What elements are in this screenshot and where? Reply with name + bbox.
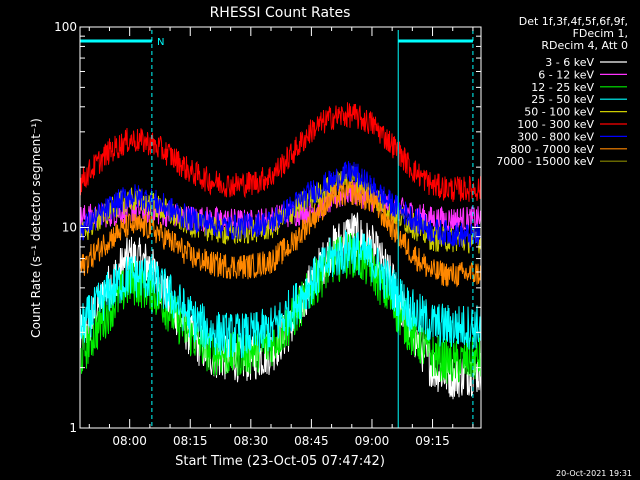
axis-ticks: 08:00 08:15 08:30 08:45 09:00 09:15 1 10 100 bbox=[54, 20, 481, 448]
legend-label: 50 - 100 keV bbox=[524, 106, 594, 119]
x-tick-label: 09:00 bbox=[355, 434, 390, 448]
x-tick-label: 08:00 bbox=[112, 434, 147, 448]
series-line bbox=[79, 233, 482, 384]
legend-label: 25 - 50 keV bbox=[531, 93, 594, 106]
x-tick-label: 09:15 bbox=[415, 434, 450, 448]
chart-title: RHESSI Count Rates bbox=[210, 5, 351, 21]
x-axis-label: Start Time (23-Oct-05 07:47:42) bbox=[175, 454, 385, 469]
legend-label: 12 - 25 keV bbox=[531, 81, 594, 94]
x-tick-label: 08:30 bbox=[234, 434, 269, 448]
x-tick-label: 08:45 bbox=[294, 434, 329, 448]
legend-header-line: FDecim 1, bbox=[573, 27, 628, 40]
series-line bbox=[79, 230, 482, 359]
y-tick-label: 10 bbox=[62, 221, 77, 235]
plot-area bbox=[79, 30, 482, 428]
legend-label: 3 - 6 keV bbox=[545, 56, 594, 69]
legend-label: 6 - 12 keV bbox=[538, 68, 594, 81]
night-marker-label: N bbox=[157, 37, 164, 48]
legend-label: 800 - 7000 keV bbox=[510, 143, 594, 156]
y-axis-label: Count Rate (s⁻¹ detector segment⁻¹) bbox=[29, 118, 43, 338]
x-tick-label: 08:15 bbox=[173, 434, 208, 448]
legend-label: 100 - 300 keV bbox=[517, 118, 594, 131]
series-line bbox=[79, 161, 482, 249]
footer-timestamp: 20-Oct-2021 19:31 bbox=[556, 469, 632, 478]
series-line bbox=[79, 180, 482, 288]
series-line bbox=[79, 102, 482, 202]
y-tick-label: 1 bbox=[69, 421, 77, 435]
legend: Det 1f,3f,4f,5f,6f,9f, FDecim 1, RDecim … bbox=[496, 15, 628, 168]
legend-label: 7000 - 15000 keV bbox=[496, 155, 594, 168]
y-tick-label: 100 bbox=[54, 20, 77, 34]
legend-header-line: Det 1f,3f,4f,5f,6f,9f, bbox=[519, 15, 628, 28]
legend-header-line: RDecim 4, Att 0 bbox=[541, 39, 628, 52]
legend-label: 300 - 800 keV bbox=[517, 130, 594, 143]
